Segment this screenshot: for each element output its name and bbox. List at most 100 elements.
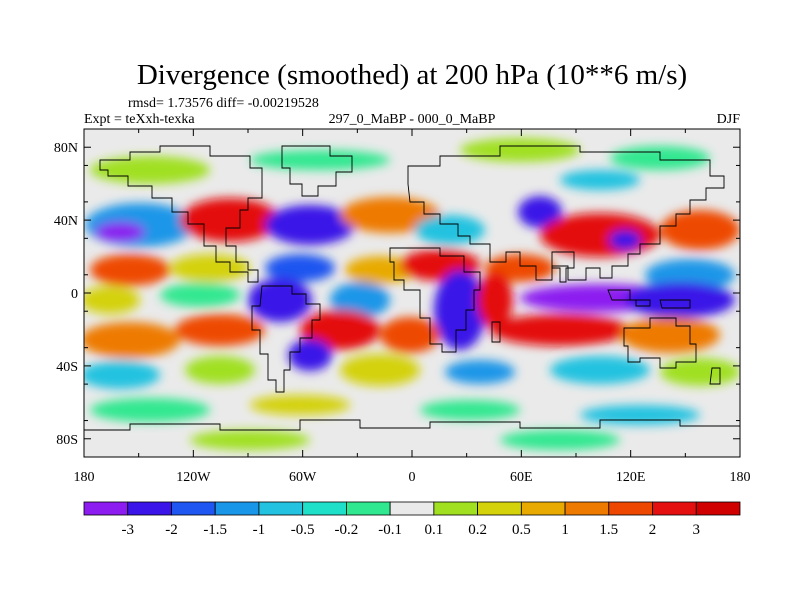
field-patch: [415, 215, 485, 245]
field-patch: [550, 356, 650, 384]
colorbar-swatch: [214, 501, 260, 516]
field-patch: [580, 405, 700, 425]
field-patch: [265, 205, 355, 245]
lon-tick-label: 180: [74, 470, 95, 485]
colorbar-swatch: [652, 501, 697, 516]
colorbar-label: 1: [561, 522, 569, 538]
field-patch: [330, 282, 390, 318]
comparison-label: 297_0_MaBP - 000_0_MaBP: [329, 112, 496, 127]
lon-tick-label: 60W: [289, 470, 317, 485]
lat-tick-label: 40N: [54, 214, 78, 229]
colorbar-swatch: [345, 501, 391, 516]
colorbar-label: 0.5: [512, 522, 531, 538]
field-patch: [340, 197, 440, 233]
field-patch: [175, 314, 265, 346]
field-patch: [490, 314, 630, 346]
field-patch: [95, 222, 145, 242]
field-patch: [288, 339, 332, 371]
colorbar-swatch: [302, 501, 347, 516]
colorbar-label: -0.1: [378, 522, 402, 538]
field-patch: [250, 395, 350, 415]
coastline-greenland: [281, 145, 353, 197]
latitude-axis: 80N 40N 0 40S 80S: [54, 128, 740, 458]
colorbar-label: -3: [121, 522, 134, 538]
field-patch: [609, 230, 641, 250]
field-patch: [660, 358, 740, 386]
field-patch: [420, 400, 520, 420]
colorbar-label: -2: [165, 522, 178, 538]
coastline-madagascar: [491, 321, 501, 343]
colorbar-label: 3: [693, 522, 701, 538]
stats-line: rmsd= 1.73576 diff= -0.00219528: [128, 96, 319, 111]
lat-tick-label: 80N: [54, 141, 78, 156]
field-patch: [248, 278, 312, 322]
colorbar-swatch: [520, 501, 566, 516]
colorbar-label: -0.2: [335, 522, 359, 538]
field-patch: [518, 196, 562, 228]
lat-tick-label: 80S: [56, 433, 78, 448]
coastline-australia: [623, 317, 697, 369]
map-panel: [84, 129, 740, 457]
coastline-maritime-continent: [607, 289, 691, 309]
field-patch: [90, 254, 170, 286]
field-patch: [160, 283, 240, 307]
coastline-antarctica: [84, 419, 740, 431]
colorbar-swatch: [608, 501, 653, 516]
colorbar-label: 2: [649, 522, 657, 538]
field-patch: [620, 317, 720, 353]
colorbar-swatch: [695, 501, 741, 516]
field-patch: [560, 170, 640, 190]
field-patch: [190, 430, 310, 450]
lat-tick-label: 40S: [56, 360, 78, 375]
field-patch: [660, 210, 740, 250]
colorbar-swatch: [477, 501, 522, 516]
colorbar-label: -1.5: [203, 522, 227, 538]
colorbar-label: -1: [253, 522, 266, 538]
colorbar-label: 0.2: [468, 522, 487, 538]
longitude-axis: 180 120W 60W 0 60E 120E 180: [74, 129, 751, 485]
experiment-label: Expt = teXxh-texka: [84, 112, 195, 127]
field-patch: [84, 322, 180, 358]
field-patch: [85, 203, 195, 247]
field-patch: [180, 198, 280, 242]
coastline-north-america: [99, 145, 263, 283]
field-patch: [380, 317, 440, 353]
colorbar: -3 -2 -1.5 -1 -0.5 -0.2 -0.1 0.1 0.2 0.5 1 1.5 2 3: [83, 501, 741, 538]
field-patch: [185, 356, 255, 384]
field-patch: [84, 286, 140, 314]
season-label: DJF: [717, 112, 741, 127]
lon-tick-label: 60E: [510, 470, 533, 485]
colorbar-swatch: [389, 501, 435, 516]
colorbar-swatch: [564, 501, 610, 516]
colorbar-label: 0.1: [424, 522, 443, 538]
colorbar-swatch: [433, 501, 479, 516]
coastline-south-america: [251, 285, 321, 393]
field-patch: [340, 354, 420, 386]
field-patch: [500, 430, 620, 450]
field-patch: [434, 270, 486, 350]
field-patch: [460, 138, 580, 162]
colorbar-swatch: [127, 501, 172, 516]
colorbar-swatch: [258, 501, 304, 516]
colorbar-swatch: [171, 501, 216, 516]
coastline-new-zealand: [709, 367, 721, 385]
field-patch: [477, 272, 513, 328]
field-patch: [90, 156, 210, 184]
colorbar-label: 1.5: [599, 522, 618, 538]
colorbar-label: -0.5: [291, 522, 315, 538]
field-patch: [84, 361, 160, 389]
field-patch: [445, 360, 515, 384]
coastline-indian-subcontinent: [551, 251, 575, 283]
map-title: Divergence (smoothed) at 200 hPa (10**6 …: [137, 59, 687, 91]
field-patch: [170, 254, 250, 282]
field-patch: [90, 398, 210, 422]
lat-tick-label: 0: [71, 287, 78, 302]
field-patch: [250, 150, 390, 170]
colorbar-swatch: [83, 501, 129, 516]
lon-tick-label: 120W: [176, 470, 211, 485]
field-patch: [540, 213, 660, 257]
coastlines: [84, 145, 740, 431]
lon-tick-label: 0: [409, 470, 416, 485]
coastline-eurasia: [407, 145, 725, 281]
